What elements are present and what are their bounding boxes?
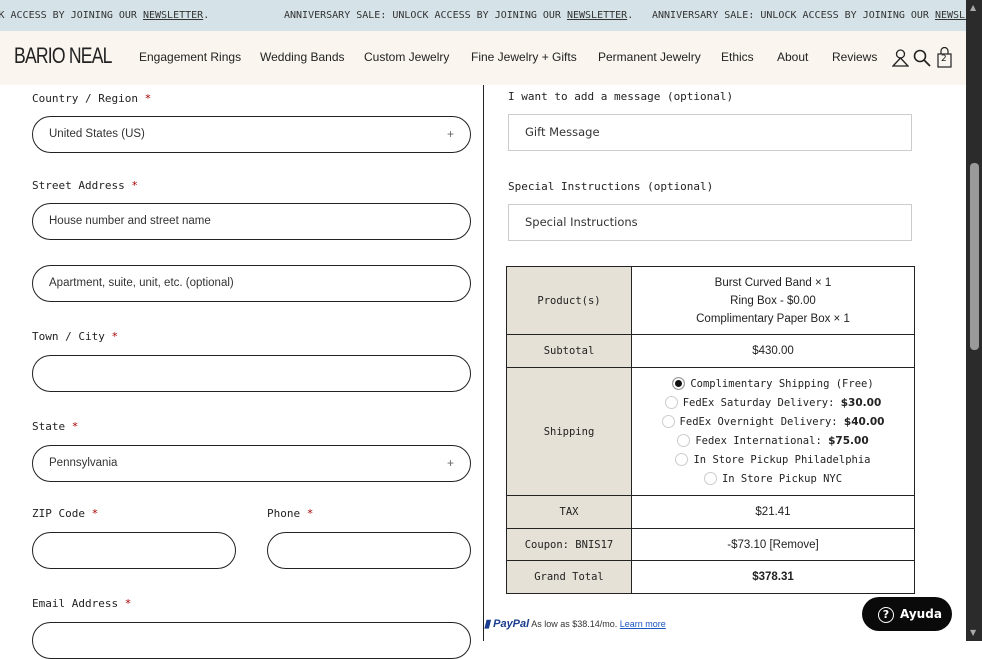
shipping-option-pickup-philadelphia[interactable]: In Store Pickup Philadelphia [632, 451, 914, 470]
total-row: Grand Total $378.31 [506, 560, 915, 594]
shipping-row: Shipping Complimentary Shipping (Free) F… [506, 367, 915, 496]
total-label: Grand Total [506, 560, 632, 594]
scroll-down-icon[interactable]: ▼ [970, 628, 977, 637]
phone-input[interactable] [267, 532, 471, 569]
cart-count: 2 [941, 54, 947, 64]
city-input[interactable] [32, 355, 471, 392]
subtotal-value: $430.00 [631, 334, 915, 368]
cart-icon[interactable]: 2 [936, 47, 953, 68]
main-nav: BARIO NEAL Engagement Rings Wedding Band… [0, 31, 966, 85]
nav-engagement-rings[interactable]: Engagement Rings [139, 50, 242, 64]
message-label: I want to add a message (optional) [508, 90, 734, 103]
total-value: $378.31 [631, 560, 915, 594]
nav-permanent-jewelry[interactable]: Permanent Jewelry [598, 50, 701, 64]
nav-wedding-bands[interactable]: Wedding Bands [260, 50, 345, 64]
radio[interactable] [703, 472, 717, 485]
tax-row: TAX $21.41 [506, 495, 915, 529]
announcement-banner: ANNIVERSARY SALE: UNLOCK ACCESS BY JOINI… [0, 0, 966, 31]
country-select[interactable]: United States (US) + [32, 116, 471, 153]
banner-message: ANNIVERSARY SALE: UNLOCK ACCESS BY JOINI… [652, 0, 966, 31]
country-label: Country / Region * [32, 92, 152, 105]
shipping-options: Complimentary Shipping (Free) FedEx Satu… [631, 367, 915, 496]
shipping-option-free[interactable]: Complimentary Shipping (Free) [632, 375, 914, 394]
scroll-up-icon[interactable]: ▲ [970, 3, 977, 12]
scrollbar-thumb[interactable] [970, 163, 979, 350]
zip-input[interactable] [32, 532, 236, 569]
paypal-message: ▮ PayPal As low as $38.14/mo. Learn more [484, 618, 666, 630]
logo[interactable]: BARIO NEAL [14, 43, 112, 68]
newsletter-link[interactable]: NEWSLETTER [934, 10, 966, 21]
nav-fine-jewelry[interactable]: Fine Jewelry + Gifts [471, 50, 577, 64]
subtotal-label: Subtotal [506, 334, 632, 368]
zip-label: ZIP Code * [32, 507, 99, 520]
coupon-label: Coupon: BNIS17 [506, 528, 632, 561]
product-item: Burst Curved Band × 1 [714, 276, 832, 289]
street-input[interactable]: House number and street name [32, 203, 471, 240]
phone-label: Phone * [267, 507, 314, 520]
coupon-value[interactable]: -$73.10 [Remove] [631, 528, 915, 561]
expand-icon: + [446, 456, 454, 470]
paypal-logo: ▮ PayPal [484, 618, 530, 630]
radio[interactable] [664, 396, 678, 409]
state-select[interactable]: Pennsylvania + [32, 445, 471, 482]
search-icon[interactable] [913, 49, 931, 67]
products-label: Product(s) [506, 266, 632, 335]
help-button[interactable]: ? Ayuda [862, 597, 952, 631]
radio[interactable] [661, 415, 675, 428]
learn-more-link[interactable]: Learn more [619, 619, 666, 629]
email-label: Email Address * [32, 597, 132, 610]
nav-custom-jewelry[interactable]: Custom Jewelry [364, 50, 450, 64]
gift-message-input[interactable]: Gift Message [508, 114, 912, 151]
city-label: Town / City * [32, 330, 119, 343]
order-summary-table: Product(s) Burst Curved Band × 1 Ring Box… [506, 266, 915, 594]
shipping-option-international[interactable]: Fedex International: $75.00 [632, 432, 914, 451]
scrollbar[interactable]: ▲ ▼ [966, 0, 982, 641]
radio[interactable] [677, 434, 691, 447]
state-label: State * [32, 420, 79, 433]
radio[interactable] [675, 453, 689, 466]
newsletter-link[interactable]: NEWSLETTER [142, 10, 204, 21]
radio-selected[interactable] [672, 377, 686, 390]
nav-ethics[interactable]: Ethics [721, 50, 754, 64]
nav-reviews[interactable]: Reviews [832, 50, 878, 64]
column-divider [483, 85, 484, 641]
subtotal-row: Subtotal $430.00 [506, 334, 915, 368]
tax-label: TAX [506, 495, 632, 529]
shipping-label: Shipping [506, 367, 632, 496]
coupon-row: Coupon: BNIS17 -$73.10 [Remove] [506, 528, 915, 561]
special-instructions-input[interactable]: Special Instructions [508, 204, 912, 241]
account-icon[interactable] [892, 49, 909, 67]
apartment-input[interactable]: Apartment, suite, unit, etc. (optional) [32, 265, 471, 302]
shipping-option-pickup-nyc[interactable]: In Store Pickup NYC [632, 470, 914, 489]
help-icon: ? [878, 606, 894, 623]
instructions-label: Special Instructions (optional) [508, 180, 714, 193]
shipping-option-overnight[interactable]: FedEx Overnight Delivery: $40.00 [632, 413, 914, 432]
tax-value: $21.41 [631, 495, 915, 529]
banner-message: ANNIVERSARY SALE: UNLOCK ACCESS BY JOINI… [284, 10, 634, 21]
newsletter-link[interactable]: NEWSLETTER [566, 10, 628, 21]
product-item: Ring Box - $0.00 [730, 294, 816, 307]
products-row: Product(s) Burst Curved Band × 1 Ring Box… [506, 266, 915, 335]
product-item: Complimentary Paper Box × 1 [696, 312, 850, 325]
nav-about[interactable]: About [777, 50, 809, 64]
banner-message: ANNIVERSARY SALE: UNLOCK ACCESS BY JOINI… [0, 10, 210, 21]
shipping-option-saturday[interactable]: FedEx Saturday Delivery: $30.00 [632, 394, 914, 413]
street-label: Street Address * [32, 179, 138, 192]
expand-icon: + [446, 127, 454, 141]
